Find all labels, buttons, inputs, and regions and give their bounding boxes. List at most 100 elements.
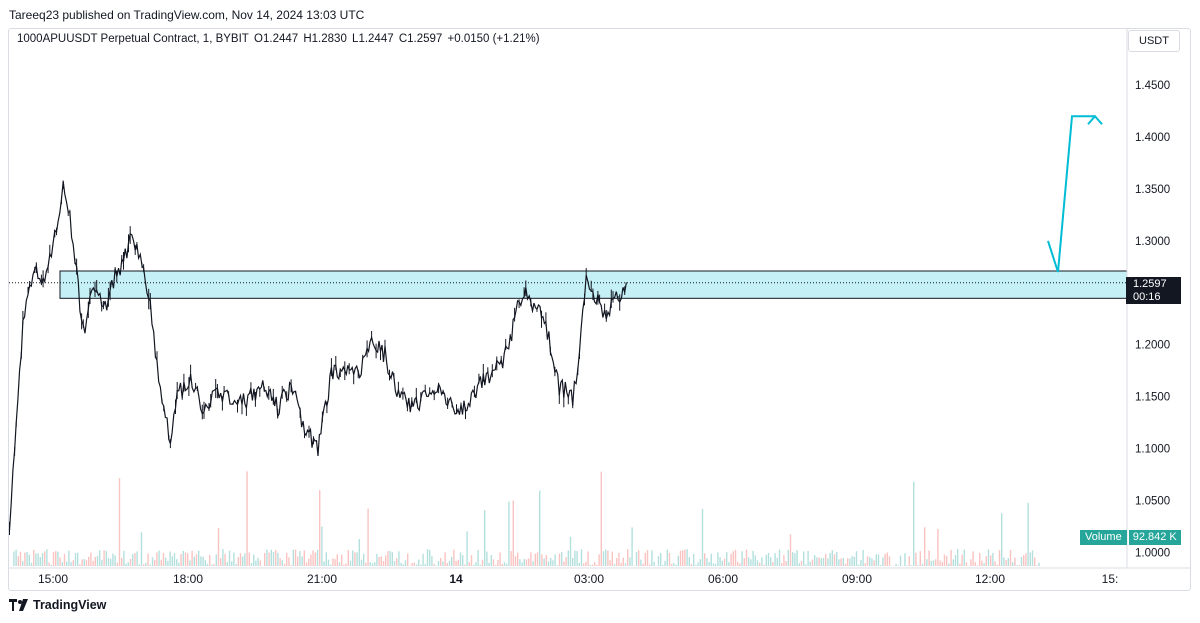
volume-bar [213, 564, 215, 566]
volume-bar [833, 554, 836, 566]
volume-bar [759, 562, 761, 566]
volume-bar [501, 564, 503, 566]
volume-bar [827, 558, 829, 566]
volume-bar [310, 554, 312, 566]
volume-bar [624, 563, 627, 566]
volume-bar [987, 549, 990, 566]
volume-bar [543, 558, 545, 566]
volume-bar [312, 550, 314, 566]
volume-bar [332, 558, 334, 566]
volume-bar [435, 565, 437, 566]
volume-bar [415, 564, 418, 566]
volume-bar [400, 562, 402, 566]
time-axis: 15:00 18:00 21:00 14 03:00 06:00 09:00 12:00 15: [38, 572, 1118, 586]
volume-bar [488, 562, 490, 566]
volume-bar [704, 553, 706, 566]
volume-bar [277, 552, 279, 566]
volume-bar [677, 555, 679, 566]
footer-brand[interactable]: TradingView [9, 598, 106, 612]
legend-high: H1.2830 [303, 33, 347, 45]
volume-bar [376, 553, 378, 566]
volume-bar [778, 549, 781, 566]
volume-bar [985, 556, 987, 566]
volume-bar [374, 562, 376, 566]
volume-bar [1038, 562, 1040, 566]
volume-bar [145, 562, 147, 566]
volume-bar [539, 490, 541, 566]
volume-bar [81, 559, 83, 566]
volume-bar [717, 552, 719, 566]
volume-bar [503, 562, 506, 566]
volume-bar [411, 563, 413, 566]
volume-bar [272, 552, 275, 566]
volume-bar [349, 560, 352, 566]
chart-panel[interactable] [8, 28, 1191, 591]
volume-bar [88, 556, 90, 566]
volume-bar [1023, 555, 1025, 566]
tradingview-logo-icon [9, 599, 28, 611]
volume-bar [976, 565, 979, 566]
volume-bar [143, 564, 145, 566]
x-tick-label: 14 [449, 572, 463, 586]
volume-bar [259, 560, 261, 566]
volume-bar [741, 551, 743, 566]
volume-bar [512, 500, 514, 566]
volume-bar [550, 558, 552, 566]
volume-bar [499, 552, 501, 566]
volume-bar [699, 559, 701, 566]
volume-bar [701, 509, 704, 566]
forecast-path[interactable] [1047, 115, 1095, 273]
volume-bar [85, 560, 88, 566]
volume-bar [591, 564, 594, 566]
volume-bar [794, 553, 796, 566]
y-tick-label: 1.1500 [1135, 392, 1170, 404]
volume-bar [873, 560, 875, 566]
currency-button[interactable]: USDT [1128, 30, 1180, 52]
volume-bar [486, 551, 488, 566]
volume-bar [270, 549, 272, 566]
volume-bar [156, 552, 158, 566]
volume-bar [92, 561, 94, 566]
volume-bar [798, 563, 800, 566]
volume-bar [217, 528, 220, 566]
volume-bar [343, 564, 345, 566]
volume-bar [334, 559, 336, 566]
legend-low: L1.2447 [352, 33, 394, 45]
volume-bar [600, 471, 602, 566]
volume-bar [514, 556, 517, 566]
volume-bar [79, 564, 81, 566]
volume-bar [132, 554, 134, 566]
volume-bar [290, 565, 292, 566]
volume-bar [908, 556, 910, 566]
volume-bar [596, 564, 598, 566]
volume-bar [589, 564, 591, 566]
volume-bar [151, 557, 154, 566]
volume-bar [1005, 560, 1007, 566]
volume-bar [178, 562, 180, 566]
volume-bar [523, 559, 525, 566]
volume-bar [935, 559, 937, 566]
volume-bar [61, 562, 63, 566]
volume-bar [695, 564, 697, 566]
volume-bar [781, 563, 783, 566]
volume-bar [765, 554, 767, 566]
volume-bar [869, 557, 871, 566]
volume-bar [57, 551, 59, 566]
x-tick-label: 06:00 [708, 572, 738, 586]
volume-bar [17, 556, 19, 566]
volume-bar [910, 565, 913, 566]
volume-bar [748, 557, 750, 566]
volume-bar [561, 552, 563, 566]
volume-bar [642, 563, 644, 566]
volume-bar [620, 562, 622, 566]
volume-bar [429, 549, 431, 566]
volume-bar [708, 562, 710, 566]
volume-bar [972, 551, 974, 566]
volume-bar [666, 549, 668, 566]
symbol-legend: 1000APUUSDT Perpetual Contract, 1, BYBIT… [17, 33, 542, 45]
y-tick-label: 1.4000 [1135, 132, 1170, 144]
volume-bar [200, 556, 202, 566]
volume-bar [965, 562, 968, 566]
volume-bar [649, 564, 651, 566]
